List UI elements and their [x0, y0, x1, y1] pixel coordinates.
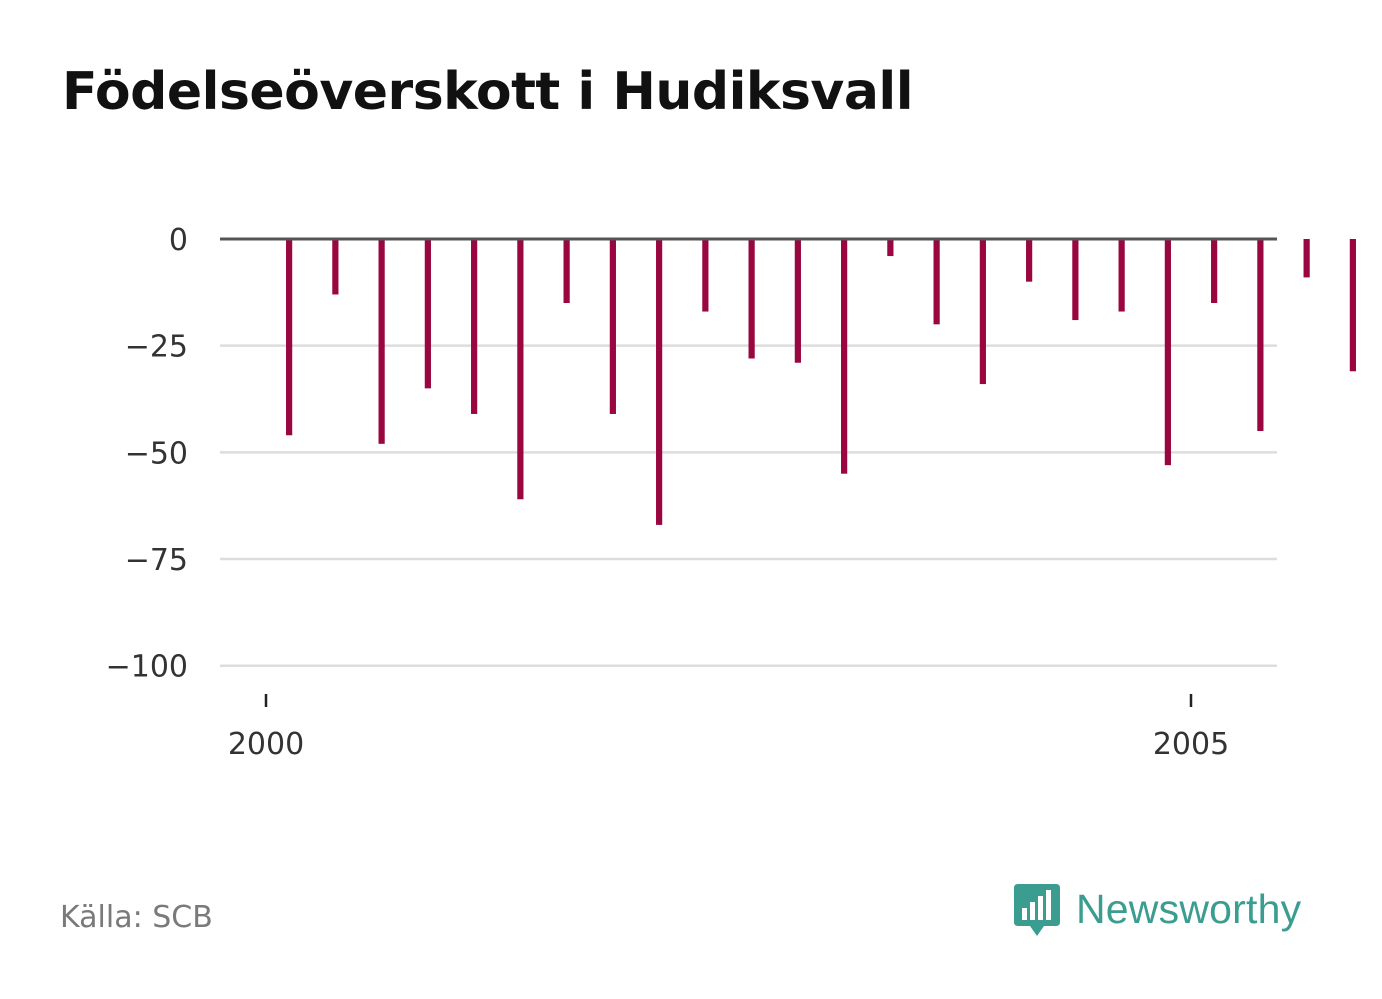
chart-title: Födelseöverskott i Hudiksvall — [62, 62, 914, 122]
bar — [378, 239, 385, 444]
x-tick-label: 2005 — [1153, 727, 1229, 762]
bar — [979, 239, 986, 385]
bar — [1118, 239, 1125, 312]
y-tick-label: 0 — [169, 223, 188, 258]
bar — [933, 239, 940, 325]
bar — [1257, 239, 1264, 432]
bar — [471, 239, 478, 414]
bar — [702, 239, 709, 312]
bar — [656, 239, 663, 525]
bar — [286, 239, 293, 436]
bar — [609, 239, 616, 414]
y-tick-label: −50 — [125, 436, 188, 471]
y-tick-label: −100 — [106, 650, 188, 685]
gridlines — [220, 344, 1277, 667]
bar — [1303, 239, 1310, 278]
bar — [794, 239, 801, 363]
bar — [1072, 239, 1079, 321]
bars — [286, 239, 1356, 525]
y-tick-label: −75 — [125, 543, 188, 578]
bar — [748, 239, 755, 359]
axes: 0−25−50−75−100200020052010201520202025 — [106, 223, 1277, 762]
bar — [887, 239, 894, 257]
source-note: Källa: SCB — [60, 900, 213, 935]
newsworthy-logo-icon — [1014, 884, 1060, 936]
bar — [332, 239, 339, 295]
y-tick-label: −25 — [125, 330, 188, 365]
bar — [1164, 239, 1171, 466]
bar — [841, 239, 848, 474]
bar — [1026, 239, 1033, 282]
x-tick-label: 2000 — [228, 727, 304, 762]
bar — [1211, 239, 1218, 304]
brand-name: Newsworthy — [1076, 885, 1302, 932]
bar — [517, 239, 524, 500]
bar — [424, 239, 431, 389]
bar — [1349, 239, 1356, 372]
newsworthy-logo: Newsworthy — [1012, 880, 1301, 938]
bar — [563, 239, 570, 304]
